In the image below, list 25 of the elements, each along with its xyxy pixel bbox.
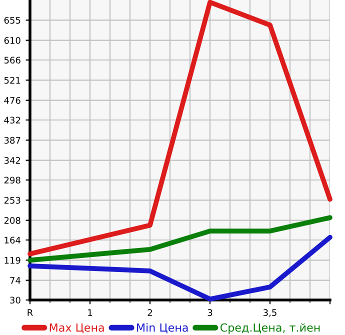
legend-label: Min Цена — [137, 323, 188, 334]
y-tick-label: 387 — [4, 136, 20, 144]
y-tick-label: 610 — [4, 37, 20, 44]
y-tick-label: 30 — [10, 296, 20, 304]
legend-label: Сред.Цена, т.йен — [220, 323, 320, 334]
y-tick-label: 119 — [4, 256, 20, 264]
x-tick-label: 3,5 — [264, 309, 276, 317]
y-tick-label: 566 — [4, 56, 20, 64]
y-tick-label: 298 — [4, 176, 20, 184]
y-tick-label: 342 — [4, 157, 20, 164]
line-series — [28, 0, 332, 256]
x-tick-label: 2 — [148, 309, 152, 316]
y-tick-label: 208 — [4, 217, 20, 224]
y-tick-label: 521 — [4, 76, 20, 84]
y-tick-label: 253 — [4, 196, 20, 204]
y-tick-label: 74 — [10, 277, 20, 284]
line-series — [28, 215, 332, 263]
y-tick-label: 432 — [4, 116, 20, 124]
x-tick-label: 3 — [208, 309, 212, 316]
y-tick-label: 164 — [4, 236, 20, 244]
y-tick-label: 476 — [4, 97, 20, 104]
legend-label: Max Цена — [50, 323, 104, 334]
x-tick-label: 1 — [88, 309, 92, 316]
x-tick-label: R — [28, 309, 33, 316]
y-tick-label: 655 — [4, 16, 20, 24]
